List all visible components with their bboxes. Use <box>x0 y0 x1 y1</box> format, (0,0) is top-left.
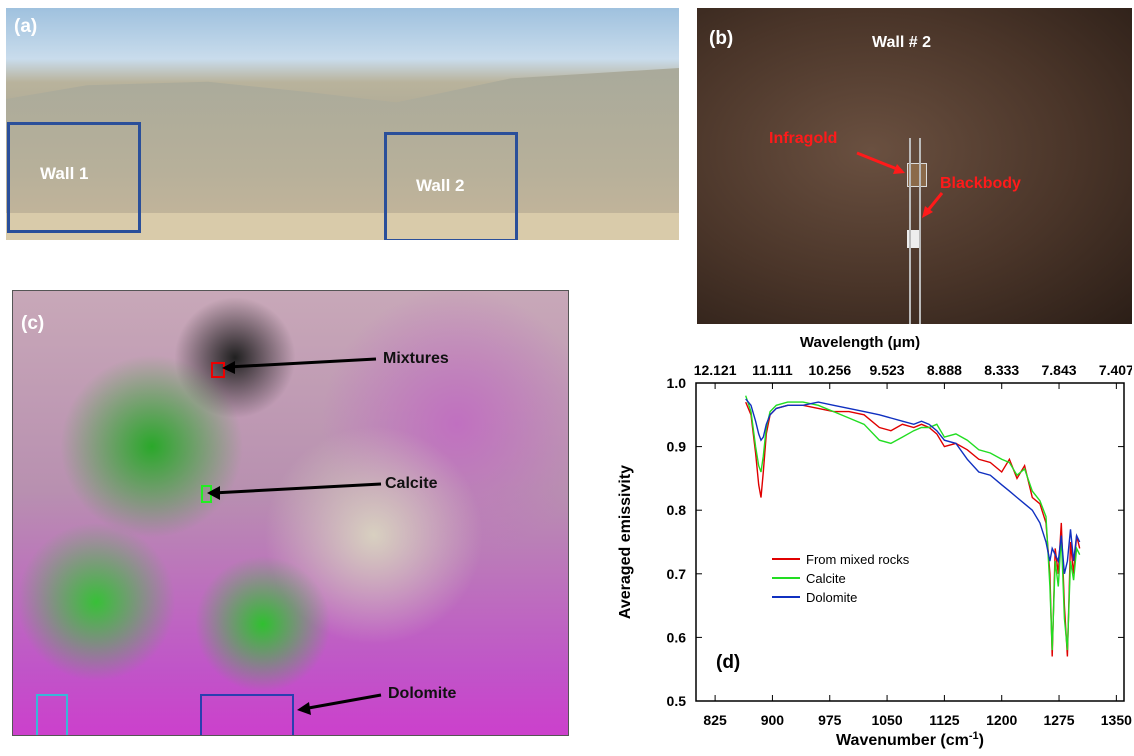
x-tick-label: 825 <box>703 712 727 728</box>
wall-1-label: Wall 1 <box>40 164 89 183</box>
x-tick-label: 1350 <box>1101 712 1132 728</box>
panel-b-photo: (b) Wall # 2 Infragold Blackbody <box>697 8 1132 324</box>
top-tick-label: 7.407 <box>1099 362 1132 378</box>
panel-a-label: (a) <box>14 16 38 37</box>
dolomite-roi-large <box>200 694 294 735</box>
x-tick-label: 1200 <box>986 712 1017 728</box>
top-tick-label: 11.111 <box>752 362 793 378</box>
dolomite-label: Dolomite <box>388 685 457 702</box>
series-lines <box>745 395 1081 657</box>
chart-plot-area <box>695 382 1125 702</box>
blackbody-label: Blackbody <box>940 175 1021 192</box>
panel-c-label: (c) <box>21 313 45 334</box>
x-tick-label: 1275 <box>1043 712 1074 728</box>
y-tick-label: 0.8 <box>667 502 687 518</box>
y-tick-labels: 0.5 0.6 0.7 0.8 0.9 1.0 <box>667 375 687 709</box>
top-tick-label: 7.843 <box>1042 362 1077 378</box>
x-tick-label: 1050 <box>871 712 902 728</box>
dolomite-roi-small <box>36 694 68 735</box>
tripod-pole <box>909 138 911 324</box>
chart-legend: From mixed rocks Calcite Dolomite <box>772 552 910 605</box>
wall-1-box <box>7 122 141 233</box>
infragold-label: Infragold <box>769 130 838 147</box>
top-tick-label: 9.523 <box>870 362 905 378</box>
y-tick-label: 0.5 <box>667 693 687 709</box>
chart-top-axis-title: Wavelength (μm) <box>800 334 920 351</box>
emissivity-chart: Wavelength (μm) 12.121 11.111 10.256 9.523 8… <box>617 334 1132 749</box>
legend-label: Calcite <box>806 571 846 586</box>
panel-a-photo: (a) Wall 1 Wall 2 <box>6 8 679 240</box>
x-tick-label: 975 <box>818 712 842 728</box>
panel-b-arrows <box>856 151 944 218</box>
wall-2-label: Wall 2 <box>416 176 465 195</box>
y-tick-label: 1.0 <box>667 375 687 391</box>
calcite-label: Calcite <box>385 475 438 492</box>
axis-ticks <box>696 382 1124 702</box>
series-line-1 <box>745 395 1081 651</box>
panel-b-label: (b) <box>709 28 734 49</box>
top-tick-label: 8.333 <box>984 362 1019 378</box>
chart-x-axis-title: Wavenumber (cm-1) <box>836 730 984 749</box>
panel-c-arrows <box>207 357 382 715</box>
y-tick-label: 0.9 <box>667 439 687 455</box>
wall-2-box <box>384 132 518 240</box>
top-tick-labels: 12.121 11.111 10.256 9.523 8.888 8.333 7.843 7.… <box>694 362 1132 378</box>
y-tick-label: 0.6 <box>667 629 687 645</box>
tripod-pole <box>919 138 921 324</box>
legend-label: Dolomite <box>806 590 857 605</box>
mixtures-label: Mixtures <box>383 350 449 367</box>
panel-d-label: (d) <box>716 652 740 673</box>
top-tick-label: 12.121 <box>694 362 737 378</box>
mixtures-roi <box>211 362 225 378</box>
panel-c-map: (c) Mixtures Calcite Dolomite <box>12 290 569 736</box>
x-tick-label: 1125 <box>929 712 960 728</box>
quarry-floor <box>6 213 679 240</box>
series-line-0 <box>745 401 1081 657</box>
panel-b-title: Wall # 2 <box>872 34 931 51</box>
top-tick-label: 10.256 <box>808 362 851 378</box>
series-line-2 <box>745 398 1081 574</box>
x-tick-label: 900 <box>761 712 785 728</box>
legend-label: From mixed rocks <box>806 552 910 567</box>
chart-y-axis-title: Averaged emissivity <box>617 465 634 619</box>
quarry-rock-face <box>6 68 679 240</box>
x-tick-labels: 825 900 975 1050 1125 1200 1275 1350 <box>703 712 1132 728</box>
top-tick-label: 8.888 <box>927 362 962 378</box>
infragold-panel <box>907 163 927 187</box>
y-tick-label: 0.7 <box>667 566 687 582</box>
